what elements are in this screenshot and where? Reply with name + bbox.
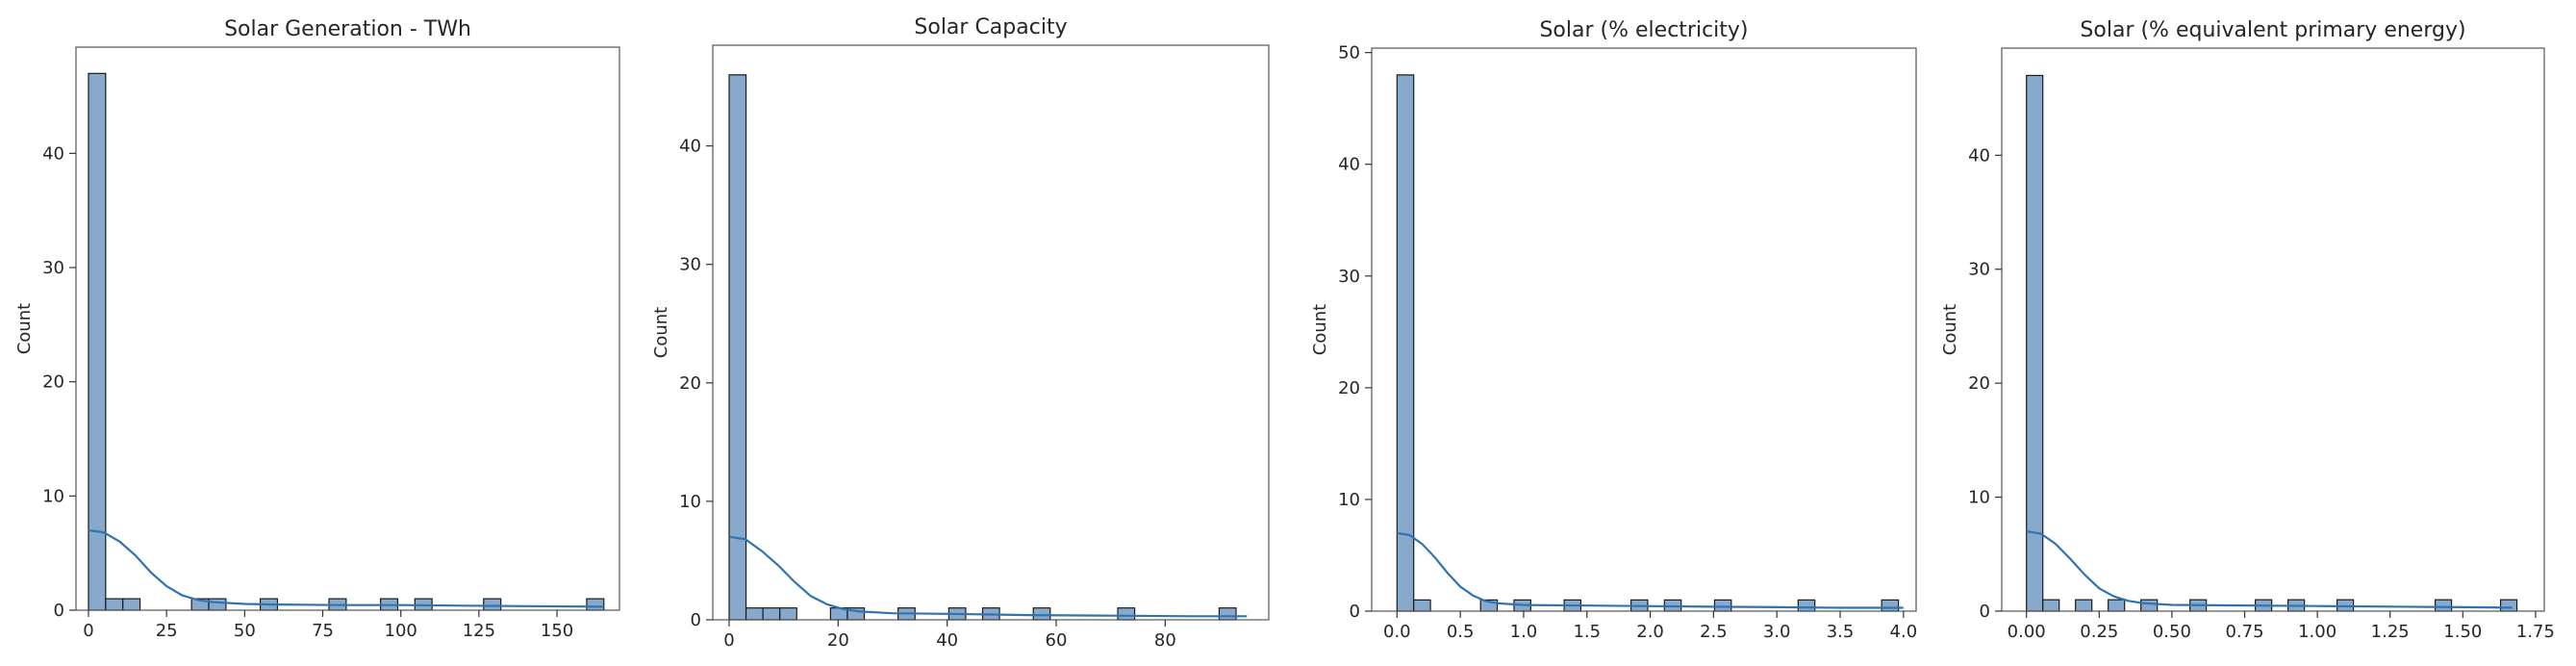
x-tick-label: 100 [385, 621, 417, 641]
x-tick-label: 1.5 [1573, 622, 1601, 642]
chart-title: Solar Capacity [914, 15, 1067, 39]
kde-line [2026, 530, 2513, 609]
y-tick-label: 40 [1338, 155, 1360, 175]
histogram-bar [1413, 599, 1431, 612]
y-tick-label: 30 [1338, 267, 1360, 287]
histogram-bar [2140, 599, 2159, 612]
x-tick-label: 75 [312, 621, 334, 641]
x-tick-label: 40 [936, 630, 958, 651]
chart-title: Solar Generation - TWh [224, 17, 471, 41]
kde-line [728, 535, 1248, 618]
y-tick-label: 20 [1338, 378, 1360, 398]
x-tick-label: 4.0 [1890, 622, 1918, 642]
histogram-bars [728, 74, 1237, 621]
y-tick-label: 0 [1980, 602, 1990, 622]
x-tick-label: 0.25 [2080, 622, 2118, 642]
plot-frame [712, 44, 1270, 621]
histogram-bar [1218, 607, 1237, 621]
y-tick-label: 30 [679, 255, 701, 275]
y-tick-label: 50 [1338, 43, 1360, 64]
y-axis-label: Count [1940, 304, 1960, 355]
y-tick-label: 10 [42, 486, 64, 506]
histogram-bar [2075, 599, 2093, 612]
histogram-bars [2026, 74, 2518, 612]
plot-frame [1371, 47, 1917, 612]
x-tick-label: 80 [1154, 630, 1176, 651]
x-tick-label: 0.75 [2225, 622, 2263, 642]
histogram-bar [779, 607, 797, 621]
x-tick-label: 1.25 [2371, 622, 2410, 642]
histogram-bar [762, 607, 781, 621]
y-tick-label: 20 [1968, 373, 1990, 394]
x-tick-label: 1.75 [2516, 622, 2555, 642]
histogram-bar [2499, 599, 2518, 612]
x-tick-label: 0.00 [2008, 622, 2046, 642]
y-tick-label: 10 [1338, 490, 1360, 510]
histogram-bar [2434, 599, 2453, 612]
x-tick-label: 0 [83, 621, 93, 641]
histogram-bar [1797, 599, 1816, 612]
plot-frame [75, 46, 620, 611]
histogram-bar [2042, 599, 2060, 612]
x-tick-label: 50 [234, 621, 256, 641]
x-tick-label: 60 [1046, 630, 1068, 651]
y-tick-label: 20 [679, 373, 701, 394]
x-tick-label: 3.5 [1827, 622, 1855, 642]
x-tick-label: 0.5 [1447, 622, 1475, 642]
histogram-bar [105, 598, 124, 611]
x-tick-label: 0.0 [1383, 622, 1411, 642]
y-tick-label: 30 [1968, 260, 1990, 280]
kde-line [88, 528, 604, 608]
y-tick-label: 40 [679, 137, 701, 157]
chart-title: Solar (% equivalent primary energy) [2080, 18, 2465, 42]
y-axis-label: Count [1310, 304, 1330, 355]
x-tick-label: 3.0 [1763, 622, 1791, 642]
histogram-bar [483, 598, 502, 611]
y-tick-label: 0 [1350, 602, 1360, 622]
y-tick-label: 40 [42, 143, 64, 164]
kde-line [1397, 531, 1904, 609]
y-tick-label: 10 [679, 492, 701, 512]
histogram-bar [745, 607, 764, 621]
chart-title: Solar (% electricity) [1539, 18, 1748, 42]
y-tick-label: 10 [1968, 488, 1990, 508]
histogram-bar [1881, 599, 1900, 612]
x-tick-label: 1.50 [2443, 622, 2482, 642]
x-tick-label: 20 [827, 630, 849, 651]
chart-panel-3: Solar (% electricity) Count 0.0 0.5 1.0 1.5 2.… [1310, 18, 1917, 642]
histogram-bar [1396, 74, 1415, 612]
histogram-bars [1396, 74, 1900, 612]
histogram-bar [586, 598, 605, 611]
y-axis-label: Count [651, 307, 671, 358]
y-tick-label: 20 [42, 372, 64, 393]
histogram-bar [1713, 599, 1732, 612]
x-tick-label: 0.50 [2153, 622, 2191, 642]
y-axis-label: Count [14, 303, 35, 354]
chart-panel-4: Solar (% equivalent primary energy) Count… [1940, 18, 2555, 642]
chart-panel-2: Solar Capacity Count 0 20 40 60 80 0 10 20 30 40 [651, 15, 1270, 651]
y-tick-label: 0 [54, 601, 64, 621]
x-tick-label: 2.5 [1700, 622, 1728, 642]
histogram-bar [208, 598, 227, 611]
y-tick-label: 0 [691, 610, 701, 630]
histogram-bar [1032, 607, 1051, 621]
y-tick-label: 40 [1968, 145, 1990, 166]
x-tick-label: 25 [156, 621, 178, 641]
x-tick-label: 150 [541, 621, 573, 641]
x-tick-label: 1.00 [2298, 622, 2336, 642]
x-tick-label: 2.0 [1636, 622, 1664, 642]
histogram-bars [88, 72, 605, 611]
histogram-bar [1117, 607, 1136, 621]
x-tick-label: 0 [723, 630, 734, 651]
histogram-bar [2108, 599, 2126, 612]
x-tick-label: 125 [463, 621, 495, 641]
plot-frame [2001, 47, 2545, 612]
y-tick-label: 30 [42, 258, 64, 278]
histogram-bar [122, 598, 141, 611]
x-tick-label: 1.0 [1510, 622, 1538, 642]
